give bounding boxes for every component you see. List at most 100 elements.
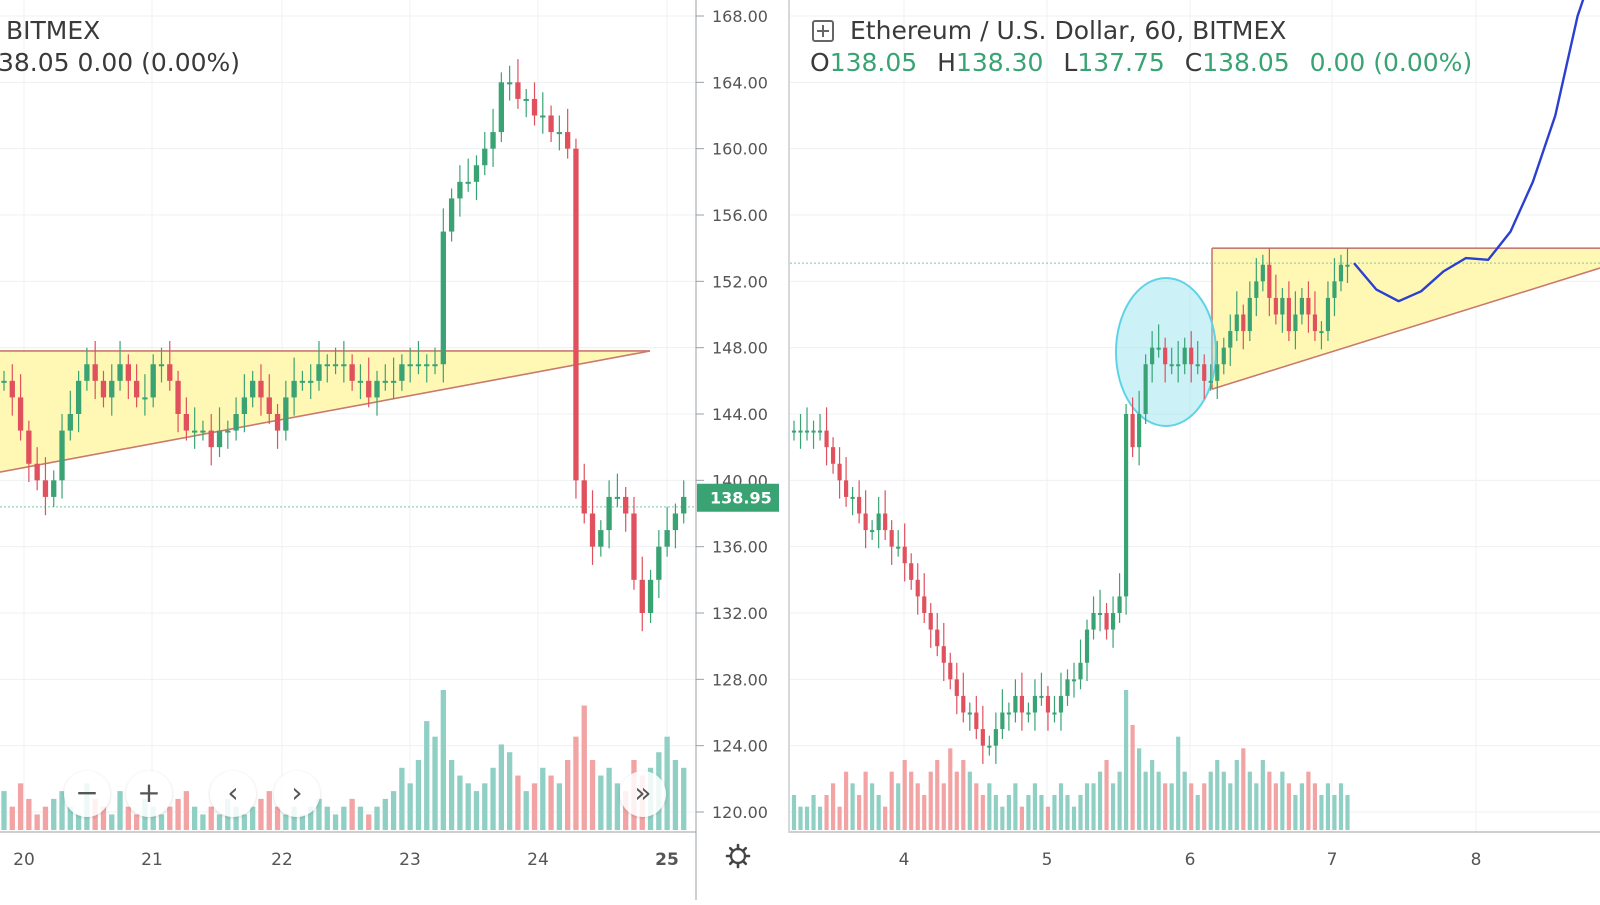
left-candle-body <box>100 380 107 398</box>
left-candle-body <box>291 380 297 398</box>
right-candle-body <box>1299 297 1304 315</box>
right-candle-volume-bar <box>857 795 862 830</box>
left-candle-volume-bar <box>299 814 306 830</box>
time-axis-label: 8 <box>1471 850 1482 870</box>
left-candle-volume-bar <box>175 798 181 830</box>
open-label: O <box>810 48 830 77</box>
right-candle-body <box>876 513 881 531</box>
right-candle-volume-bar <box>909 771 914 830</box>
right-candle-volume-bar <box>1286 783 1291 830</box>
scroll-right-button[interactable]: › <box>274 771 320 817</box>
gear-icon[interactable] <box>725 843 751 869</box>
zoom-in-button[interactable]: + <box>126 771 172 817</box>
right-candle-body <box>974 712 979 730</box>
left-candle-volume-bar <box>200 814 206 830</box>
right-candle-volume-bar <box>1169 783 1174 830</box>
left-candle-body <box>34 463 40 481</box>
gear-icon-tooth <box>741 859 748 866</box>
time-axis-label: 7 <box>1327 850 1338 870</box>
time-axis-bg <box>0 833 1600 900</box>
left-candle-body <box>51 480 57 497</box>
right-candle-body <box>1019 695 1024 713</box>
left-candle-volume-bar <box>531 783 538 830</box>
right-candle-volume-bar <box>961 760 966 830</box>
right-candle-volume-bar <box>941 783 946 830</box>
price-axis-label: 144.00 <box>712 405 768 424</box>
right-candle-body <box>1156 347 1161 350</box>
left-candle-volume-bar <box>424 721 430 830</box>
right-candle-volume-bar <box>902 760 907 830</box>
right-candle-volume-bar <box>1163 783 1168 830</box>
right-candle-body <box>1345 264 1350 267</box>
left-candle-volume-bar <box>233 806 239 830</box>
zoom-out-button[interactable]: − <box>64 771 110 817</box>
left-candle-volume-bar <box>274 806 281 830</box>
right-candle-body <box>1195 364 1200 367</box>
time-axis-label: 23 <box>399 850 421 870</box>
right-candle-body <box>883 513 888 531</box>
left-candle-volume-bar <box>75 814 82 830</box>
right-candle-body <box>1280 297 1285 315</box>
right-candle-volume-bar <box>1345 795 1350 830</box>
time-axis-label: 22 <box>271 850 293 870</box>
left-candle-body <box>623 496 629 514</box>
left-candle-volume-bar <box>349 798 355 830</box>
left-candle-body <box>589 513 596 547</box>
left-candle-body <box>332 364 339 367</box>
right-candle-body <box>791 430 797 433</box>
right-candle-volume-bar <box>1143 771 1148 830</box>
right-candle-body <box>1013 695 1018 713</box>
right-candle-volume-bar <box>1247 771 1252 830</box>
left-candle-volume-bar <box>623 791 629 830</box>
right-candle-body <box>1032 695 1038 713</box>
right-candle-body <box>1124 414 1129 597</box>
left-candle-volume-bar <box>133 814 140 830</box>
left-candle-body <box>440 231 446 365</box>
right-candle-volume-bar <box>1234 760 1239 830</box>
right-candle-body <box>857 496 862 514</box>
left-candle-volume-bar <box>17 783 24 830</box>
right-candle-body <box>1137 414 1142 448</box>
right-candle-volume-bar <box>1325 783 1331 830</box>
left-candle-volume-bar <box>490 767 496 830</box>
left-candle-volume-bar <box>109 814 115 830</box>
right-candle-body <box>1052 712 1057 715</box>
left-candle-volume-bar <box>250 806 256 830</box>
go-to-realtime-button[interactable]: » <box>620 771 666 817</box>
left-legend-values: 38.05 0.00 (0.00%) <box>0 48 241 77</box>
left-candle-volume-bar <box>308 806 314 830</box>
right-candle-body <box>844 480 849 497</box>
left-candle-body <box>167 364 173 381</box>
left-candle-volume-bar <box>283 814 289 830</box>
right-candle-volume-bar <box>1260 760 1265 830</box>
time-axis-label: 20 <box>13 850 35 870</box>
right-candle-volume-bar <box>1176 736 1181 830</box>
expand-icon[interactable] <box>812 20 834 42</box>
low-value: 137.75 <box>1077 48 1165 77</box>
right-candle-volume-bar <box>1117 771 1122 830</box>
right-candle-body <box>1071 679 1077 682</box>
scroll-left-button[interactable]: ‹ <box>210 771 256 817</box>
right-candle-volume-bar <box>1156 771 1161 830</box>
right-candle-volume-bar <box>889 771 894 830</box>
left-candle-volume-bar <box>1 791 7 830</box>
left-candle-volume-bar <box>457 775 463 830</box>
left-candle-body <box>1 380 7 383</box>
left-candle-volume-bar <box>357 806 364 830</box>
right-candle-body <box>922 596 927 613</box>
price-axis-label: 152.00 <box>712 272 768 291</box>
right-candle-body <box>1312 314 1318 332</box>
right-candle-body <box>1006 712 1011 715</box>
current-price-label: 138.95 <box>710 489 772 508</box>
left-candle-volume-bar <box>399 767 405 830</box>
right-candle-body <box>1130 414 1135 448</box>
right-candle-volume-bar <box>1065 795 1070 830</box>
left-candle-body <box>250 380 256 398</box>
right-candle-body <box>1078 662 1083 680</box>
right-candle-body <box>1208 380 1213 383</box>
left-candle-body <box>598 530 604 547</box>
left-candle-body <box>117 364 123 381</box>
left-candle-body <box>399 364 405 381</box>
